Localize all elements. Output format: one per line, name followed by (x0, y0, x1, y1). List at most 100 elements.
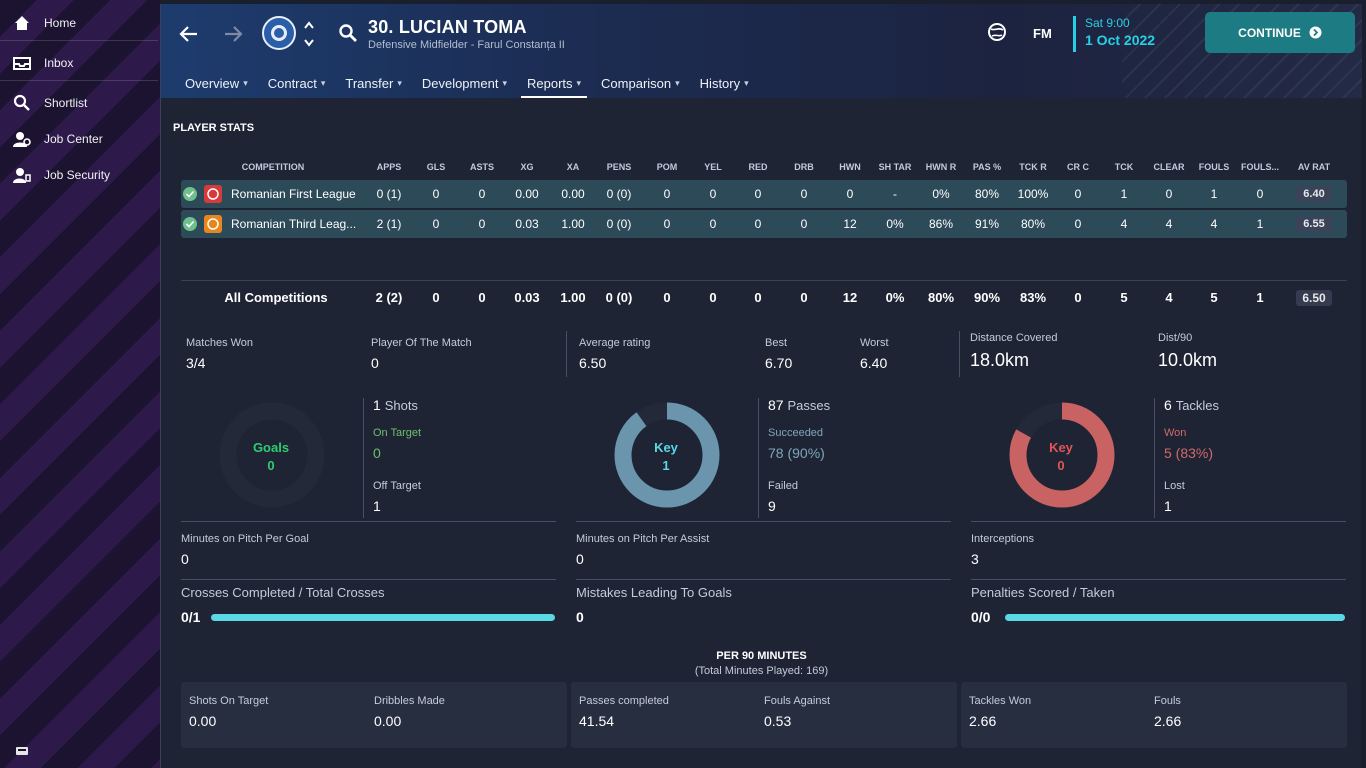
column-header[interactable]: RED (748, 162, 768, 172)
sidebar-item-inbox[interactable]: Inbox (0, 48, 158, 78)
table-cell: 0 (432, 187, 440, 201)
column-header[interactable]: COMPETITION (241, 162, 305, 172)
dist90-value: 10.0km (1158, 350, 1218, 370)
date-date: 1 Oct 2022 (1085, 32, 1156, 48)
chevron-down-icon: ▾ (675, 77, 680, 88)
passes-value: 87 Passes (768, 397, 830, 413)
column-header[interactable]: FOULS (1198, 162, 1230, 172)
job-security-icon (12, 165, 32, 185)
table-row[interactable]: Romanian First League 0 (1) 0 0 0.00 0.00 0 (0… (181, 180, 1347, 208)
total-row: All Competitions 2 (2) 0 0 0.03 1.00 0 (0) 0 0 0 0… (181, 288, 1347, 308)
column-header[interactable]: TCK R (1019, 162, 1047, 172)
divider (181, 579, 556, 580)
column-header[interactable]: ASTS (469, 162, 495, 172)
lost-label: Lost (1164, 480, 1185, 492)
column-header[interactable]: TCK (1114, 162, 1134, 172)
date-display: Sat 9:00 1 Oct 2022 (1073, 16, 1155, 52)
tab-reports[interactable]: Reports ▾ (517, 70, 591, 98)
worst-value: 6.40 (860, 355, 888, 371)
mistakes-label: Mistakes Leading To Goals (576, 585, 732, 600)
keyboard-icon[interactable] (16, 746, 28, 756)
column-header[interactable]: APPS (376, 162, 402, 172)
penalties-value: 0/0 (971, 609, 991, 625)
passes-count: 87 (768, 397, 784, 413)
column-header[interactable]: CLEAR (1153, 162, 1185, 172)
table-cell: 0 (1256, 187, 1264, 201)
tab-comparison[interactable]: Comparison ▾ (591, 70, 690, 96)
passes-donut-chart (614, 402, 720, 508)
matches-won-value: 3/4 (186, 355, 206, 371)
column-header[interactable]: POM (656, 162, 678, 172)
column-header[interactable]: PENS (606, 162, 632, 172)
penalties-bar (1005, 614, 1345, 621)
column-header[interactable]: SH TAR (878, 162, 912, 172)
column-header[interactable]: HWN R (925, 162, 957, 172)
lost-value: 1 (1164, 498, 1172, 514)
table-cell: 0.03 (515, 217, 539, 231)
sidebar-item-job-center[interactable]: Job Center (0, 124, 158, 154)
column-header[interactable]: YEL (704, 162, 722, 172)
table-cell: 0 (754, 187, 762, 201)
arrow-circle-icon (1309, 26, 1322, 39)
sidebar: Home Inbox Shortlist Job Center Job Secu… (0, 0, 160, 768)
succeeded-label: Succeeded (768, 427, 824, 439)
sidebar-item-home[interactable]: Home (0, 8, 158, 38)
crosses-bar (211, 614, 555, 621)
column-header[interactable]: DRB (794, 162, 814, 172)
total-cell: 0 (0) (605, 290, 633, 305)
column-header[interactable]: AV RAT (1297, 162, 1331, 172)
off-target-value: 1 (373, 498, 381, 514)
chevron-updown-icon[interactable] (303, 20, 315, 48)
on-target-value: 0 (373, 445, 381, 461)
total-cell: 80% (927, 290, 955, 305)
avg-rating-label: Average rating (579, 337, 651, 349)
total-cell: 5 (1210, 290, 1218, 305)
tackles-donut-value: 0 (1057, 458, 1065, 473)
tab-label: History (699, 75, 741, 91)
sidebar-item-job-security[interactable]: Job Security (0, 160, 158, 190)
globe-icon[interactable] (987, 22, 1007, 42)
chevron-down-icon: ▾ (502, 77, 507, 88)
sidebar-item-shortlist[interactable]: Shortlist (0, 88, 158, 118)
forward-arrow-icon[interactable] (221, 22, 245, 46)
tab-overview[interactable]: Overview ▾ (175, 70, 258, 96)
main-panel: 30. LUCIAN TOMA Defensive Midfielder - F… (160, 4, 1362, 768)
search-icon[interactable] (338, 23, 358, 43)
tackles-donut-arc (1009, 402, 1115, 508)
passes-donut-title: Key (654, 440, 678, 455)
tab-history[interactable]: History ▾ (690, 70, 759, 96)
competition-name[interactable]: Romanian Third Leag... (231, 217, 357, 231)
header: 30. LUCIAN TOMA Defensive Midfielder - F… (161, 4, 1362, 98)
interceptions-label: Interceptions (971, 533, 1034, 545)
table-cell: 1 (1210, 187, 1218, 201)
distance-label: Distance Covered (970, 332, 1058, 344)
chevron-down-icon: ▾ (320, 77, 326, 88)
back-arrow-icon[interactable] (177, 22, 201, 46)
column-header[interactable]: HWN (839, 162, 861, 172)
tackles-donut-chart (1009, 402, 1115, 508)
column-header[interactable]: XG (520, 162, 534, 172)
continue-button[interactable]: CONTINUE (1205, 12, 1355, 53)
goals-donut-value: 0 (267, 458, 275, 473)
job-center-icon (12, 129, 32, 149)
mistakes-value: 0 (576, 609, 584, 625)
competition-name[interactable]: Romanian First League (231, 187, 356, 201)
tab-contract[interactable]: Contract ▾ (258, 70, 336, 96)
column-header[interactable]: XA (566, 162, 580, 172)
total-label: All Competitions (224, 290, 328, 305)
club-badge-icon[interactable] (262, 16, 296, 50)
column-header[interactable]: CR C (1067, 162, 1089, 172)
table-row[interactable]: Romanian Third Leag... 2 (1) 0 0 0.03 1.00 0 (… (181, 210, 1347, 238)
passes-label: Passes (787, 398, 831, 413)
column-header[interactable]: GLS (426, 162, 446, 172)
column-header[interactable]: PAS % (972, 162, 1002, 172)
table-cell: 1 (1256, 217, 1264, 231)
tab-development[interactable]: Development ▾ (412, 70, 517, 96)
per90-card: Shots On Target 0.00 Dribbles Made 0.00 (181, 682, 567, 748)
column-header[interactable]: FOULS... (1241, 162, 1279, 172)
tab-transfer[interactable]: Transfer ▾ (335, 70, 411, 96)
fm-logo[interactable]: FM (1033, 26, 1052, 41)
divider (576, 579, 951, 580)
divider (758, 398, 759, 518)
divider (363, 398, 364, 518)
